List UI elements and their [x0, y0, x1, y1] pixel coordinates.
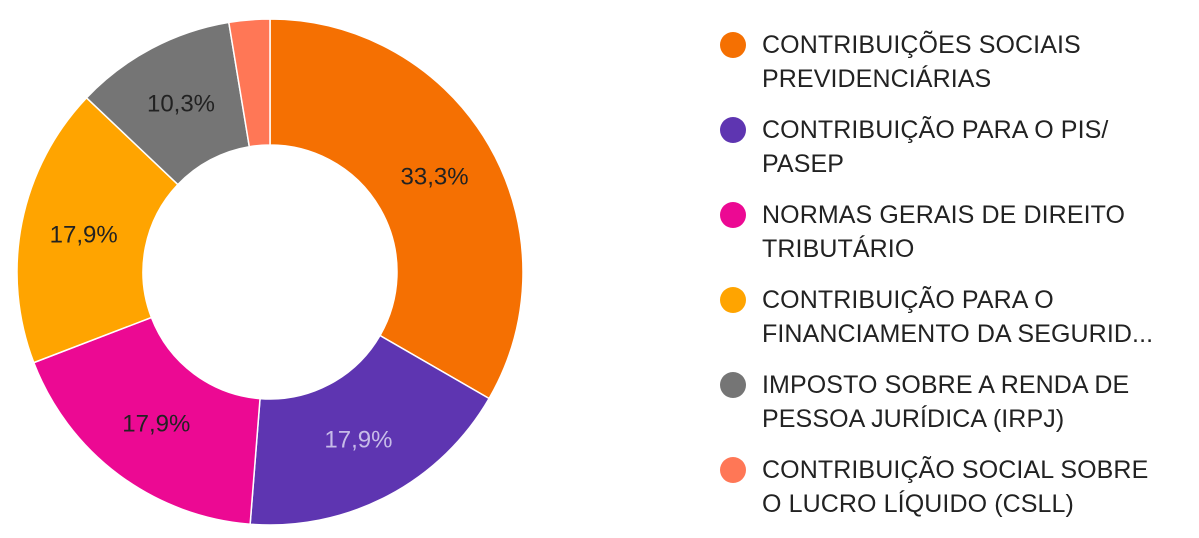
legend-item-5[interactable]: CONTRIBUIÇÃO SOCIAL SOBRE O LUCRO LÍQUID… — [720, 453, 1190, 521]
legend-item-0[interactable]: CONTRIBUIÇÕES SOCIAIS PREVIDENCIÁRIAS — [720, 28, 1190, 96]
pie-slice-0[interactable] — [269, 18, 524, 400]
legend-item-1[interactable]: CONTRIBUIÇÃO PARA O PIS/ PASEP — [720, 113, 1190, 181]
legend-label: CONTRIBUIÇÃO PARA O FINANCIAMENTO DA SEG… — [762, 286, 1154, 348]
pie-slice-2[interactable] — [32, 316, 261, 526]
legend-item-3[interactable]: CONTRIBUIÇÃO PARA O FINANCIAMENTO DA SEG… — [720, 283, 1190, 351]
legend-item-2[interactable]: NORMAS GERAIS DE DIREITO TRIBUTÁRIO — [720, 198, 1190, 266]
legend-swatch — [720, 457, 746, 483]
legend-item-4[interactable]: IMPOSTO SOBRE A RENDA DE PESSOA JURÍDICA… — [720, 368, 1190, 436]
slice-label-3: 17,9% — [50, 221, 118, 248]
slice-label-1: 17,9% — [324, 427, 392, 454]
legend-label: CONTRIBUIÇÃO SOCIAL SOBRE O LUCRO LÍQUID… — [762, 456, 1149, 518]
legend-swatch — [720, 202, 746, 228]
legend-label: CONTRIBUIÇÃO PARA O PIS/ PASEP — [762, 116, 1109, 178]
legend-swatch — [720, 117, 746, 143]
donut-chart: 33,3% 17,9% 17,9% 17,9% 10,3% — [16, 18, 524, 526]
legend-swatch — [720, 32, 746, 58]
pie-slice-1[interactable] — [249, 334, 491, 526]
chart-legend: CONTRIBUIÇÕES SOCIAIS PREVIDENCIÁRIAS CON… — [720, 28, 1190, 538]
slice-label-4: 10,3% — [147, 91, 215, 118]
legend-label: IMPOSTO SOBRE A RENDA DE PESSOA JURÍDICA… — [762, 371, 1130, 433]
legend-label: CONTRIBUIÇÕES SOCIAIS PREVIDENCIÁRIAS — [762, 31, 1081, 93]
legend-swatch — [720, 372, 746, 398]
pie-slice-3[interactable] — [16, 96, 179, 364]
pie-slice-5[interactable] — [227, 18, 271, 148]
legend-swatch — [720, 287, 746, 313]
legend-label: NORMAS GERAIS DE DIREITO TRIBUTÁRIO — [762, 201, 1126, 263]
slice-label-2: 17,9% — [122, 411, 190, 438]
slice-label-0: 33,3% — [401, 164, 469, 191]
